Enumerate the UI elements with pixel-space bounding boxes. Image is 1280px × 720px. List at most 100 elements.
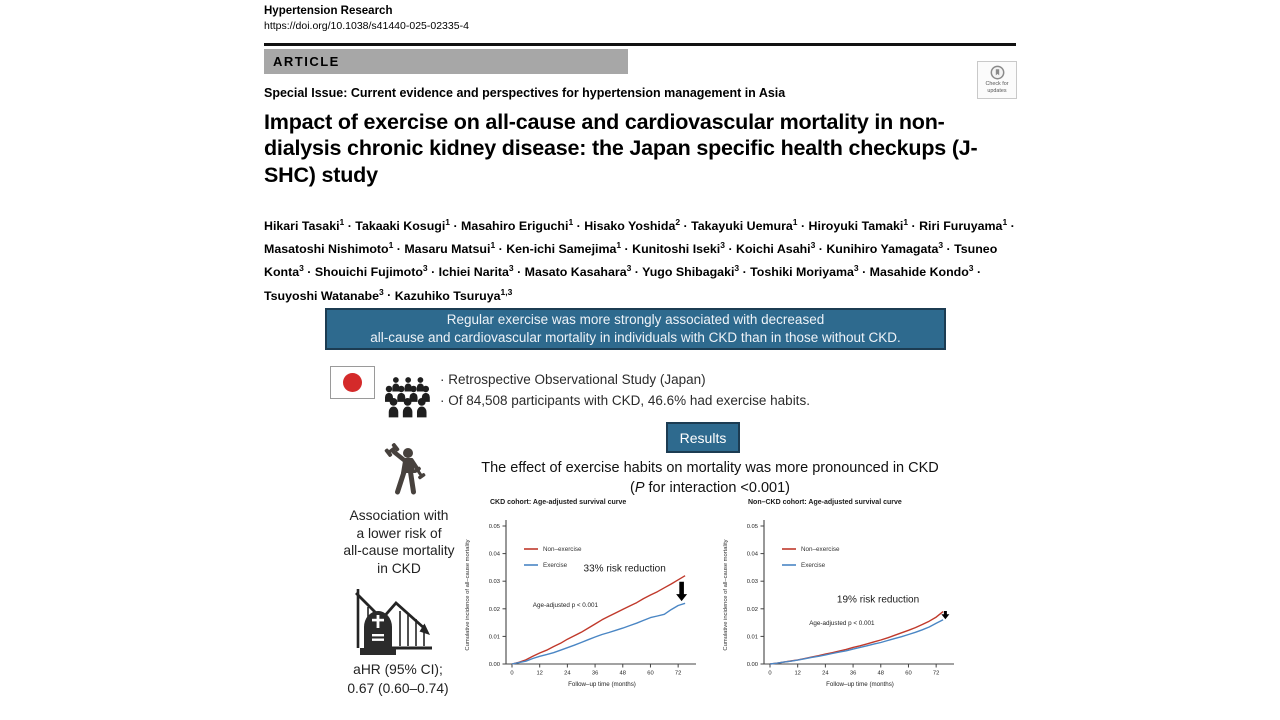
author: Takayuki Uemura1: [691, 217, 798, 234]
series-line: [511, 575, 686, 665]
results-label-box: Results: [666, 422, 740, 453]
svg-text:0.03: 0.03: [747, 579, 758, 585]
svg-text:24: 24: [822, 671, 829, 677]
svg-text:0.04: 0.04: [489, 552, 501, 558]
svg-text:0.01: 0.01: [489, 634, 500, 640]
author: Masato Kasahara3: [524, 263, 632, 280]
check-updates-icon: [990, 65, 1004, 80]
author: Kazuhiko Tsuruya1,3: [394, 286, 513, 303]
svg-text:0.00: 0.00: [489, 662, 500, 668]
association-line: a lower risk of: [356, 525, 442, 541]
svg-text:0.02: 0.02: [747, 607, 758, 613]
author: Masatoshi Nishimoto1: [264, 240, 394, 257]
doi-link[interactable]: https://doi.org/10.1038/s41440-025-02335…: [264, 20, 469, 32]
author: Shouichi Fujimoto3: [314, 263, 428, 280]
svg-text:12: 12: [536, 671, 542, 677]
legend-label: Exercise: [801, 562, 826, 569]
bullet-line: · Retrospective Observational Study (Jap…: [440, 372, 706, 387]
y-axis-label: Cumulative incidence of all–cause mortal…: [723, 539, 729, 650]
ahr-line1: aHR (95% CI);: [353, 662, 443, 677]
svg-text:0.02: 0.02: [489, 607, 500, 613]
effect-line1: The effect of exercise habits on mortali…: [481, 460, 939, 476]
x-axis-label: Follow–up time (months): [826, 681, 894, 688]
series-line: [769, 619, 944, 665]
key-finding-banner: Regular exercise was more strongly assoc…: [325, 308, 946, 350]
header-rule: [264, 43, 1016, 46]
author: Masahiro Eriguchi1: [461, 217, 574, 234]
svg-text:72: 72: [675, 671, 681, 677]
p-value-label: Age-adjusted p < 0.001: [533, 602, 599, 609]
results-label: Results: [679, 429, 727, 446]
association-line: all-cause mortality: [343, 543, 455, 559]
svg-text:0: 0: [510, 671, 513, 677]
author: Toshiki Moriyama3: [750, 263, 859, 280]
mortality-decline-icon: [355, 589, 432, 655]
author: Tsuneo Konta3: [264, 242, 998, 280]
svg-text:0.05: 0.05: [747, 524, 758, 530]
author: Riri Furuyama1: [919, 217, 1008, 234]
check-updates-text2: updates: [987, 87, 1007, 94]
risk-reduction-annotation: 33% risk reduction: [584, 564, 666, 575]
check-updates-text1: Check for: [985, 81, 1009, 87]
association-line: Association with: [349, 508, 449, 523]
author: Masahide Kondo3: [869, 263, 974, 280]
article-type-label: ARTICLE: [273, 54, 340, 69]
svg-text:48: 48: [620, 671, 626, 677]
svg-text:36: 36: [850, 671, 856, 677]
author: Hikari Tasaki1: [264, 217, 345, 234]
svg-text:0.03: 0.03: [489, 579, 500, 585]
banner-line2: all-cause and cardiovascular mortality i…: [370, 330, 901, 345]
effect-line2: (P for interaction <0.001): [629, 480, 790, 496]
author: Masaru Matsui1: [404, 240, 496, 257]
svg-text:24: 24: [564, 671, 571, 677]
author: Takaaki Kosugi1: [355, 217, 451, 234]
author: Ken-ichi Samejima1: [506, 240, 622, 257]
author: Koichi Asahi3: [736, 240, 816, 257]
author: Hiroyuki Tamaki1: [808, 217, 909, 234]
special-issue-line: Special Issue: Current evidence and pers…: [264, 86, 786, 100]
author: Kunitoshi Iseki3: [632, 240, 725, 257]
svg-text:12: 12: [794, 671, 800, 677]
association-line: in CKD: [377, 560, 421, 576]
study-bullets: · Retrospective Observational Study (Jap…: [440, 370, 810, 412]
series-line: [511, 602, 686, 665]
svg-text:36: 36: [592, 671, 598, 677]
svg-text:0.01: 0.01: [747, 634, 758, 640]
svg-text:0.04: 0.04: [747, 552, 759, 558]
svg-text:48: 48: [878, 671, 884, 677]
effect-statement: The effect of exercise habits on mortali…: [452, 458, 968, 498]
nonckd-survival-chart: Non–CKD cohort: Age-adjusted survival cu…: [718, 494, 968, 702]
banner-line1: Regular exercise was more strongly assoc…: [446, 311, 825, 327]
svg-text:0.00: 0.00: [747, 662, 758, 668]
p-value-label: Age-adjusted p < 0.001: [809, 620, 875, 627]
author: Yugo Shibagaki3: [642, 263, 740, 280]
crowd-icon: [385, 377, 430, 418]
author-list: Hikari Tasaki1 · Takaaki Kosugi1 · Masah…: [264, 217, 1015, 303]
ckd-survival-chart: CKD cohort: Age-adjusted survival curve C…: [460, 494, 710, 702]
author: Hisako Yoshida2: [584, 217, 681, 234]
legend-label: Non–exercise: [543, 546, 582, 553]
author: Kunihiro Yamagata3: [826, 240, 944, 257]
x-axis-label: Follow–up time (months): [568, 681, 636, 688]
y-axis-label: Cumulative incidence of all–cause mortal…: [465, 539, 471, 650]
article-type-banner: ARTICLE: [264, 49, 628, 74]
ahr-result: aHR (95% CI); 0.67 (0.60–0.74): [318, 661, 478, 698]
svg-text:72: 72: [933, 671, 939, 677]
legend-label: Non–exercise: [801, 546, 840, 553]
chart-title: Non–CKD cohort: Age-adjusted survival cu…: [748, 499, 902, 506]
legend-label: Exercise: [543, 562, 568, 569]
article-title: Impact of exercise on all-cause and card…: [264, 110, 978, 187]
japan-flag-icon: [330, 366, 375, 399]
svg-text:0.05: 0.05: [489, 524, 500, 530]
ahr-line2: 0.67 (0.60–0.74): [347, 680, 449, 696]
exercise-person-icon: [384, 443, 426, 495]
svg-text:60: 60: [905, 671, 911, 677]
bullet-line: · Of 84,508 participants with CKD, 46.6%…: [440, 392, 810, 408]
chart-title: CKD cohort: Age-adjusted survival curve: [490, 499, 626, 506]
association-statement: Association with a lower risk of all-cause…: [326, 507, 472, 578]
svg-text:0: 0: [768, 671, 771, 677]
check-for-updates-badge[interactable]: Check for updates: [977, 61, 1017, 99]
svg-text:60: 60: [647, 671, 653, 677]
journal-name: Hypertension Research: [264, 5, 393, 17]
